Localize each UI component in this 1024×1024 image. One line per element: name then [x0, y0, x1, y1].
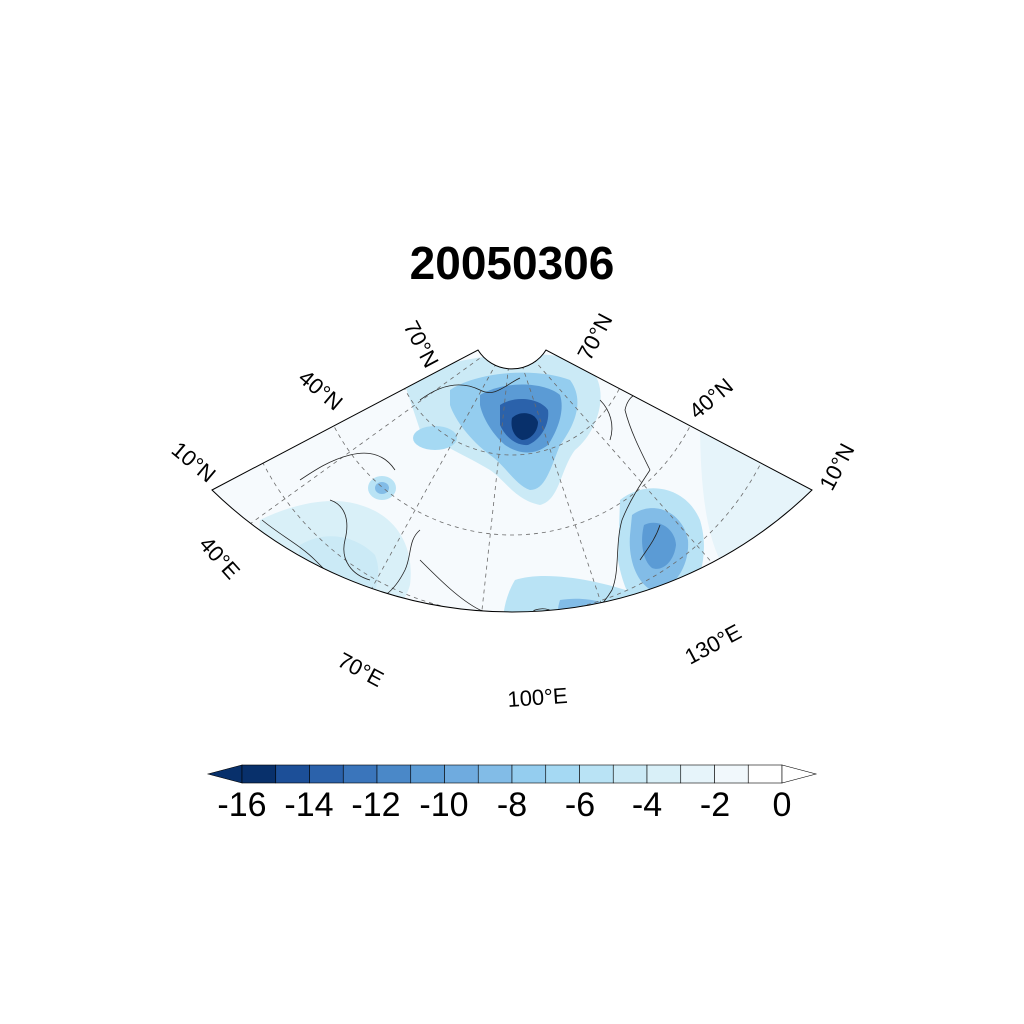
colorbar-label: -8 [497, 786, 527, 824]
lat-label-70n-right: 70°N [572, 309, 617, 364]
lat-label-40n-right: 40°N [684, 373, 738, 424]
colorbar-label: -6 [565, 786, 595, 824]
lat-label-40n-left: 40°N [294, 365, 348, 416]
colorbar-swatch [545, 764, 580, 784]
colorbar-above-triangle [781, 764, 818, 784]
colorbar-label: -16 [217, 786, 266, 824]
colorbar-label: -12 [351, 786, 400, 824]
lon-label-130e: 130°E [681, 619, 746, 669]
colorbar-swatch [275, 764, 310, 784]
colorbar-label: 0 [773, 786, 792, 824]
lon-label-100e: 100°E [507, 683, 569, 712]
coastlines [261, 377, 661, 612]
colorbar-below-triangle [206, 764, 243, 784]
colorbar-swatch [241, 764, 277, 784]
colorbar [206, 764, 818, 784]
colorbar-labels: -16 -14 -12 -10 -8 -6 -4 -2 0 [217, 786, 791, 824]
colorbar-swatch [646, 764, 682, 784]
colorbar-label: -10 [419, 786, 468, 824]
lat-label-10n-left: 10°N [167, 437, 221, 488]
colorbar-swatch [410, 764, 445, 784]
lon-label-40e: 40°E [194, 532, 245, 584]
map-border [211, 349, 813, 613]
colorbar-swatch [747, 764, 783, 784]
colorbar-label: -4 [632, 786, 662, 824]
colorbar-swatch [612, 764, 648, 784]
lat-label-70n-left: 70°N [399, 317, 444, 372]
colorbar-swatch [477, 764, 513, 784]
colorbar-swatch [309, 764, 344, 784]
colorbar-swatch [680, 764, 715, 784]
colorbar-swatch [376, 764, 412, 784]
colorbar-swatch [714, 764, 749, 784]
map-title: 20050306 [409, 237, 615, 289]
colorbar-swatch [444, 764, 479, 784]
colorbar-label: -2 [700, 786, 730, 824]
lon-label-70e: 70°E [334, 647, 388, 692]
colorbar-label: -14 [284, 786, 333, 824]
colorbar-swatch [511, 764, 547, 784]
colorbar-swatch [579, 764, 614, 784]
colorbar-swatch [342, 764, 378, 784]
lat-label-10n-right: 10°N [814, 439, 859, 494]
